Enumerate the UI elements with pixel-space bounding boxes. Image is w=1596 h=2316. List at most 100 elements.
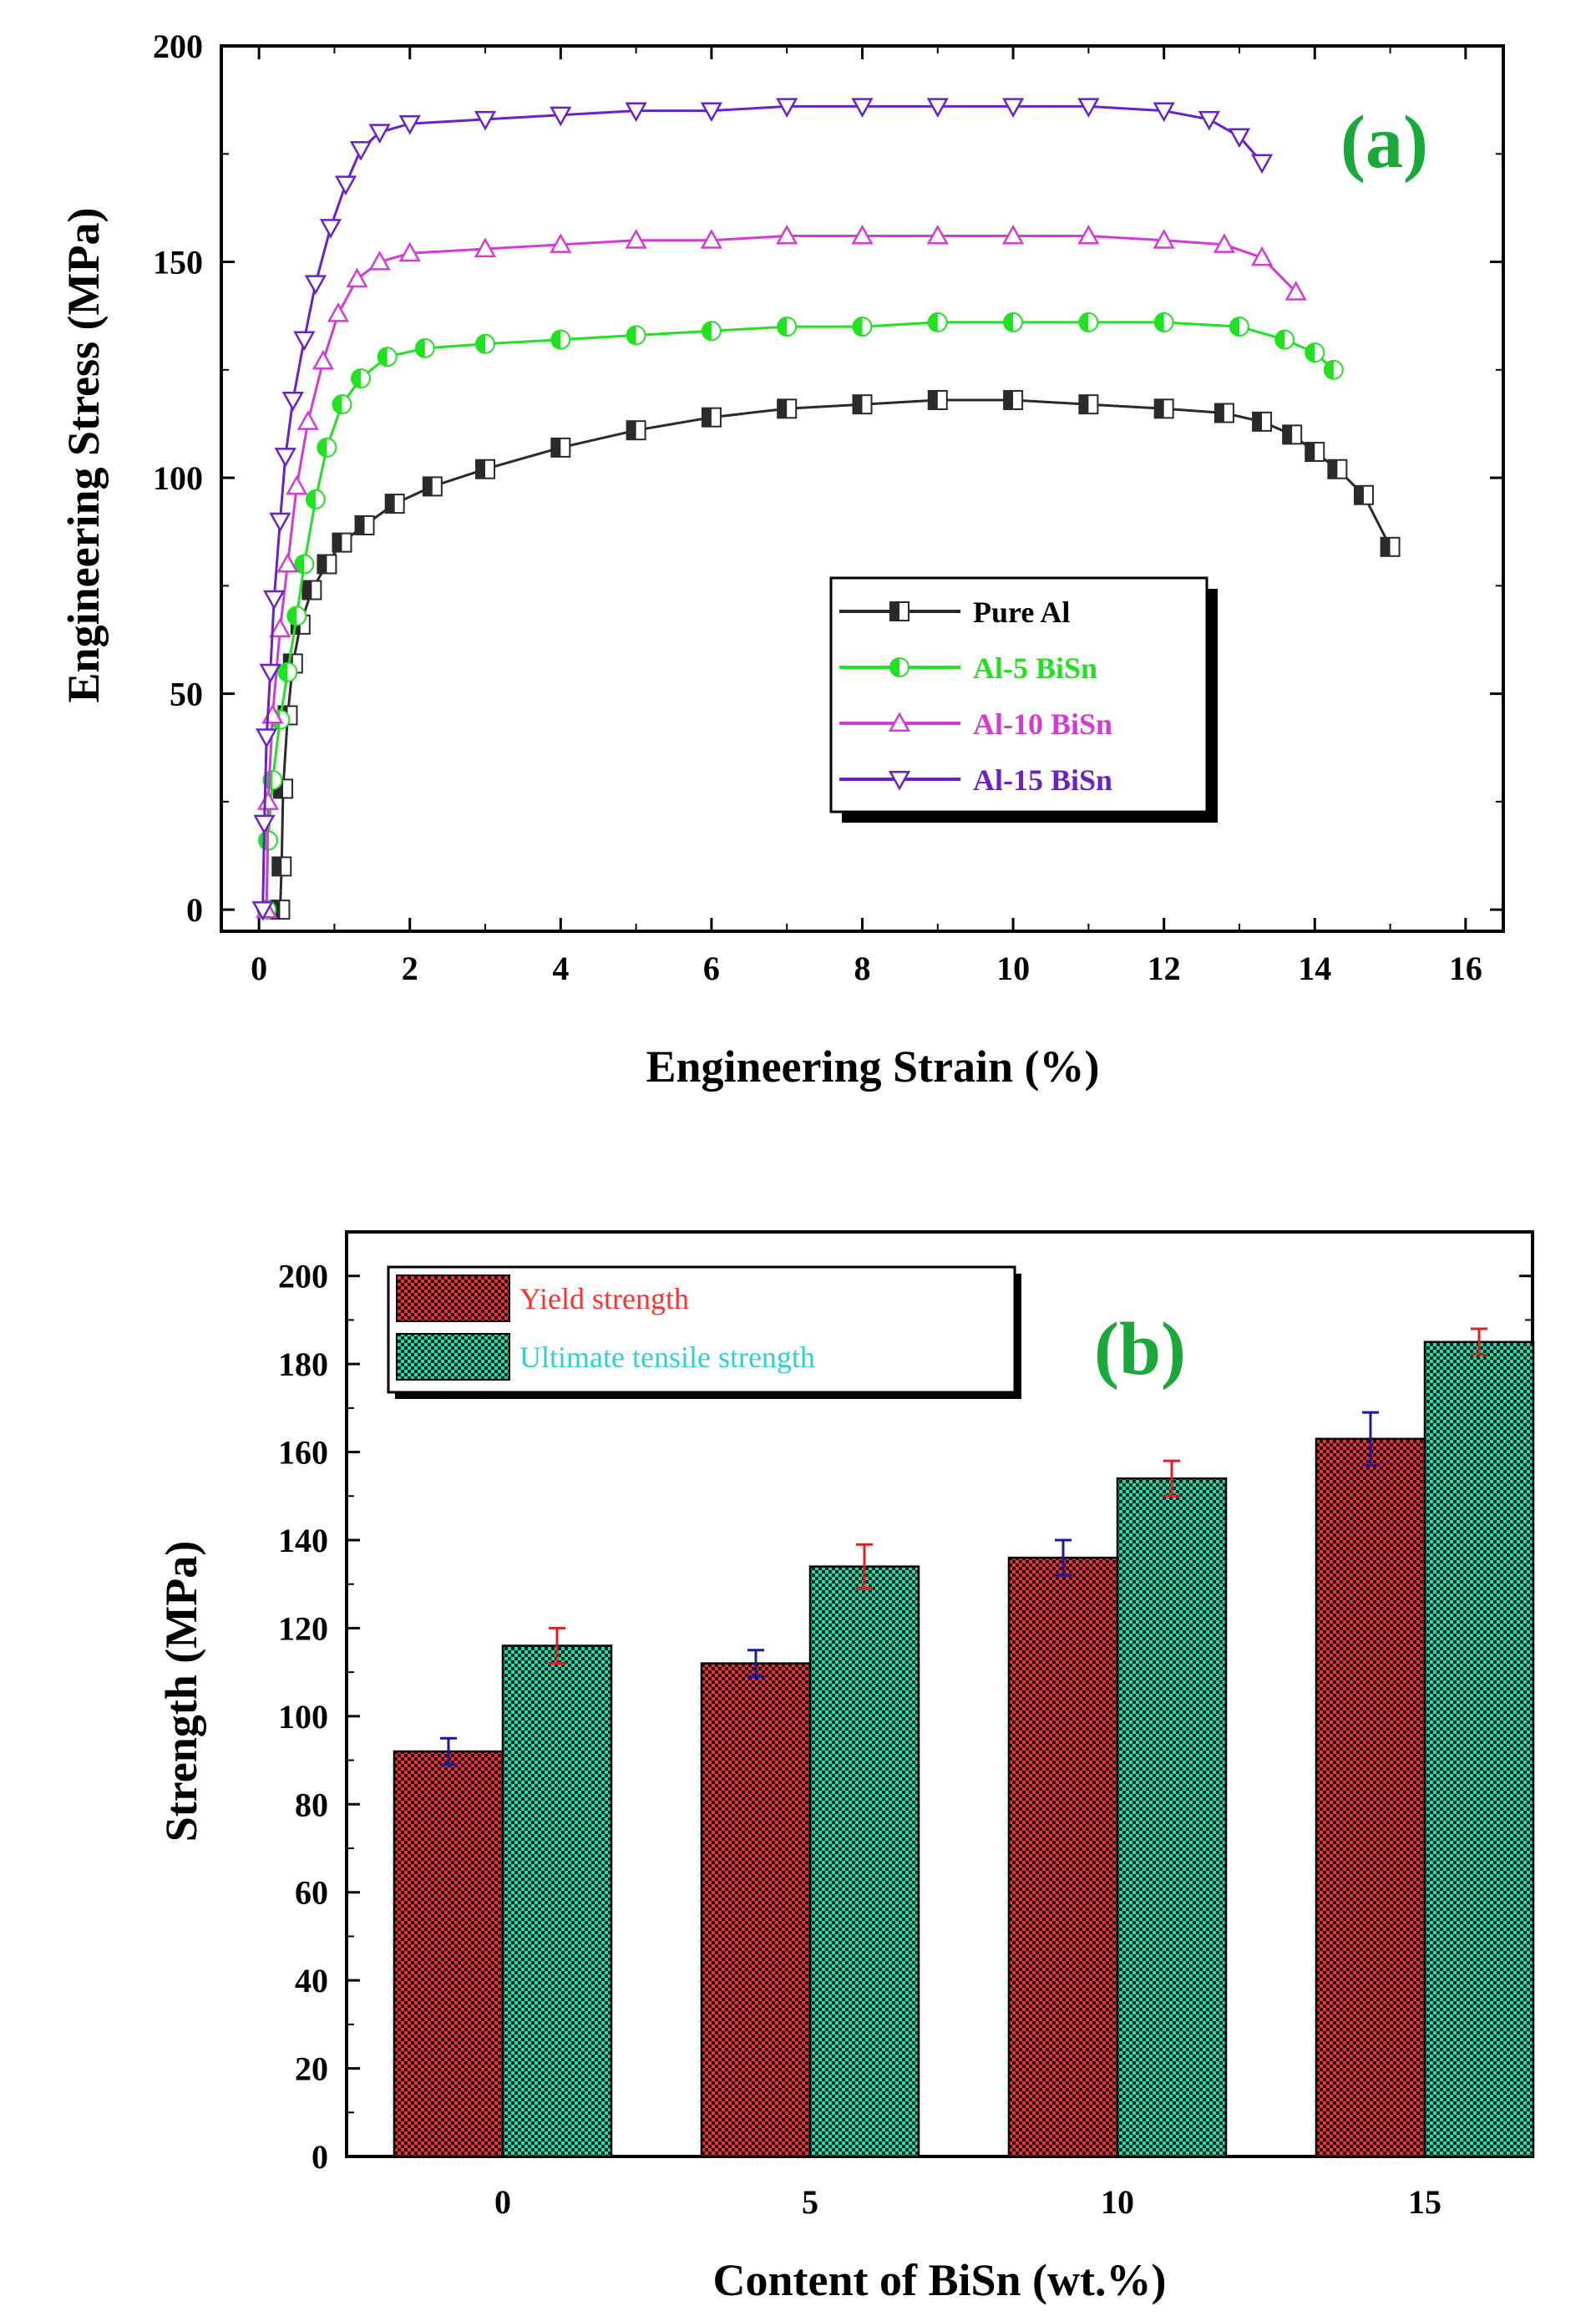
x-tick-label-a: 0 [251,950,267,987]
bars-group-b [393,1327,1535,2158]
data-point [1003,312,1024,332]
data-point [398,115,421,135]
bar-ultimate-tensile-strength [501,1645,613,2158]
strength-bar-chart: 0 20 40 60 80 100 120 140 160 180 200 0 5 10 15 (b) Co… [156,1230,1535,2305]
y-tick-label-b: 60 [295,1874,328,1912]
data-point-fill [476,459,486,479]
y-tick-label-b: 20 [295,2050,328,2088]
data-point [1250,246,1274,266]
data-point-fill [1253,412,1263,431]
data-point-fill [274,779,284,798]
error-bar [1163,1459,1180,1498]
data-point [349,141,372,161]
x-tick-label-b: 0 [494,2183,511,2221]
error-bar [549,1626,565,1665]
y-axis-title-b: Strength (MPa) [156,1541,206,1842]
data-point [1003,390,1024,410]
data-point-fill [377,347,388,367]
bar-yield-strength [1007,1556,1119,2158]
bar-ultimate-tensile-strength [808,1565,920,2158]
data-point-fill [1004,312,1014,332]
data-point-fill [1079,395,1089,414]
data-point [263,590,286,611]
legend-b: Yield strength Ultimate tensile strength [387,1265,1021,1399]
legend-marker [889,657,909,677]
data-point [1001,224,1025,245]
data-point [312,349,335,370]
data-point [550,329,571,350]
data-point-fill [626,326,636,345]
data-point [286,474,308,495]
data-point-fill [551,330,561,349]
data-point [1078,394,1099,415]
y-tick-label-b: 100 [278,1698,328,1736]
data-point [368,250,391,271]
data-point-fill [1305,443,1315,462]
y-tick-label-b: 40 [295,1962,328,1999]
data-point-fill [295,555,305,574]
data-point [332,532,352,553]
data-point [274,448,296,468]
data-point-fill [476,334,486,353]
data-point [301,580,322,601]
data-point [317,437,337,458]
data-point [276,552,299,573]
data-point [776,224,798,245]
data-point [384,494,405,514]
series-al-15-bisn [251,98,1274,921]
x-tick-label-b: 5 [802,2183,818,2221]
error-bar [747,1649,764,1678]
data-point [701,321,722,342]
data-point [625,102,647,123]
data-point-fill [415,338,425,357]
data-point-fill [1354,485,1364,504]
legend-item-a: Pure Al [839,595,1070,629]
x-axis-title-a: Engineering Strain (%) [646,1041,1099,1092]
data-point-fill [626,421,636,440]
data-point [269,512,291,533]
data-point [700,102,723,123]
y-tick-label-b: 140 [278,1522,328,1559]
x-tick-label-a: 12 [1148,950,1181,987]
data-point-fill [1381,537,1391,556]
legend-item-b: Yield strength [396,1275,689,1322]
data-point [377,347,398,367]
data-point [550,233,572,253]
y-tick-label-b: 80 [295,1786,328,1823]
data-point [1077,98,1100,118]
data-point [398,241,421,262]
data-point-fill [306,489,316,509]
y-tick-label-a: 50 [170,676,203,713]
legend-label-a: Al-5 BiSn [973,651,1097,685]
data-point [1274,329,1295,350]
data-point [1252,411,1273,432]
data-point-fill [355,515,365,535]
data-point [332,394,352,415]
data-point-fill [1079,312,1089,332]
legend-label-a: Al-15 BiSn [973,763,1112,797]
data-point [851,224,874,245]
data-point [253,814,276,835]
data-point [334,175,357,196]
data-point [346,267,368,288]
error-bar [1362,1411,1379,1467]
data-point [777,317,798,337]
y-tick-label-b: 160 [278,1434,328,1472]
data-point [422,476,443,497]
data-point [1153,229,1175,249]
data-point [474,110,497,131]
data-point-fill [928,312,938,332]
data-point-fill [778,399,788,418]
y-tick-label-a: 150 [153,244,203,281]
data-point [1284,281,1307,301]
panel-label-b: (b) [1094,1308,1186,1391]
x-axis-title-b: Content of BiSn (wt.%) [712,2255,1166,2305]
y-tick-label-a: 0 [186,891,203,929]
series-group-a [251,98,1401,921]
data-point [1198,110,1220,131]
data-point [1078,312,1099,332]
data-point [294,554,315,575]
data-point [852,394,873,415]
legend-label-a: Pure Al [973,595,1070,629]
